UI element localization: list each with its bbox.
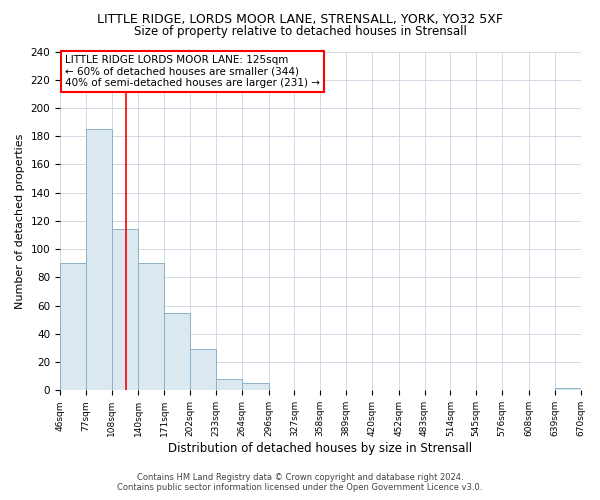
Text: Size of property relative to detached houses in Strensall: Size of property relative to detached ho… — [134, 25, 466, 38]
Bar — [139, 264, 164, 390]
Text: LITTLE RIDGE LORDS MOOR LANE: 125sqm
← 60% of detached houses are smaller (344)
: LITTLE RIDGE LORDS MOOR LANE: 125sqm ← 6… — [65, 55, 320, 88]
Bar — [190, 350, 216, 391]
Text: LITTLE RIDGE, LORDS MOOR LANE, STRENSALL, YORK, YO32 5XF: LITTLE RIDGE, LORDS MOOR LANE, STRENSALL… — [97, 12, 503, 26]
Bar — [112, 230, 139, 390]
Bar — [216, 379, 242, 390]
Bar — [164, 312, 190, 390]
Bar — [60, 264, 86, 390]
X-axis label: Distribution of detached houses by size in Strensall: Distribution of detached houses by size … — [168, 442, 472, 455]
Bar — [242, 384, 269, 390]
Text: Contains HM Land Registry data © Crown copyright and database right 2024.
Contai: Contains HM Land Registry data © Crown c… — [118, 473, 482, 492]
Bar — [554, 388, 581, 390]
Bar — [86, 129, 112, 390]
Y-axis label: Number of detached properties: Number of detached properties — [15, 133, 25, 308]
